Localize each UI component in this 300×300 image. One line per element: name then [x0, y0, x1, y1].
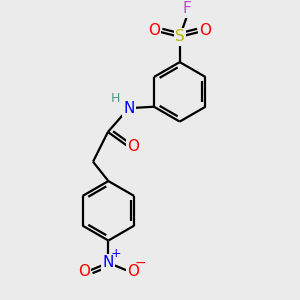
- Text: N: N: [103, 255, 114, 270]
- Text: +: +: [110, 248, 121, 260]
- Text: S: S: [175, 29, 184, 44]
- Text: N: N: [123, 101, 134, 116]
- Text: O: O: [127, 140, 139, 154]
- Text: H: H: [111, 92, 120, 105]
- Text: F: F: [183, 2, 191, 16]
- Text: O: O: [148, 23, 160, 38]
- Text: −: −: [135, 256, 146, 270]
- Text: O: O: [199, 23, 211, 38]
- Text: O: O: [78, 264, 90, 279]
- Text: O: O: [127, 264, 139, 279]
